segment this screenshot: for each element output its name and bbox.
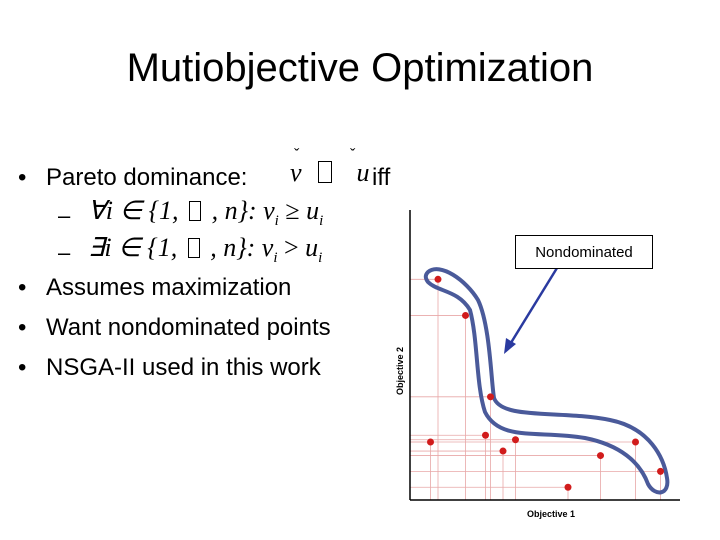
bullet-dot: • bbox=[18, 274, 27, 301]
dominates-symbol bbox=[318, 161, 333, 183]
dominated-point bbox=[512, 436, 519, 444]
bullet-text: Pareto dominance: bbox=[46, 164, 248, 191]
nondominated-callout: Nondominated bbox=[515, 235, 653, 269]
pareto-front-band bbox=[423, 267, 670, 495]
nondominated-point bbox=[462, 311, 469, 319]
y-axis-label: Objective 2 bbox=[395, 347, 405, 395]
dominated-point bbox=[482, 431, 489, 439]
bullet-text: Assumes maximization bbox=[46, 274, 292, 301]
condition-forall: ∀i ∈ {1, , n}: vi ≥ ui bbox=[88, 196, 324, 229]
dominated-point bbox=[499, 447, 507, 455]
x-axis-label: Objective 1 bbox=[527, 509, 575, 519]
condition-dash-2: – bbox=[58, 240, 71, 265]
bullet-dot: • bbox=[18, 164, 27, 191]
iff-text: iff bbox=[372, 164, 391, 191]
callout-arrow-line bbox=[507, 267, 559, 347]
bullet-text: Want nondominated points bbox=[46, 314, 331, 341]
slide-title: Mutiobjective Optimization bbox=[126, 46, 594, 90]
dominated-point bbox=[427, 438, 434, 446]
condition-dash-1: – bbox=[58, 203, 71, 228]
vector-v: v bbox=[290, 158, 302, 187]
dominance-expression: ˇ v ˇ u bbox=[290, 146, 370, 187]
nondominated-point bbox=[487, 393, 494, 401]
condition-exists: ∃i ∈ {1, , n}: vi > ui bbox=[88, 233, 323, 266]
bullet-text: NSGA-II used in this work bbox=[46, 354, 321, 381]
nondominated-point bbox=[434, 275, 442, 283]
dominated-point bbox=[597, 452, 604, 460]
vector-u: u bbox=[356, 158, 370, 187]
bullet-dot: • bbox=[18, 354, 27, 381]
bullet-dot: • bbox=[18, 314, 27, 341]
callout-arrow-head bbox=[504, 338, 516, 354]
nondominated-point bbox=[657, 467, 664, 475]
dominated-point bbox=[564, 483, 572, 491]
grid-lines bbox=[410, 278, 661, 500]
data-points bbox=[427, 275, 664, 491]
nondominated-point bbox=[632, 438, 639, 446]
